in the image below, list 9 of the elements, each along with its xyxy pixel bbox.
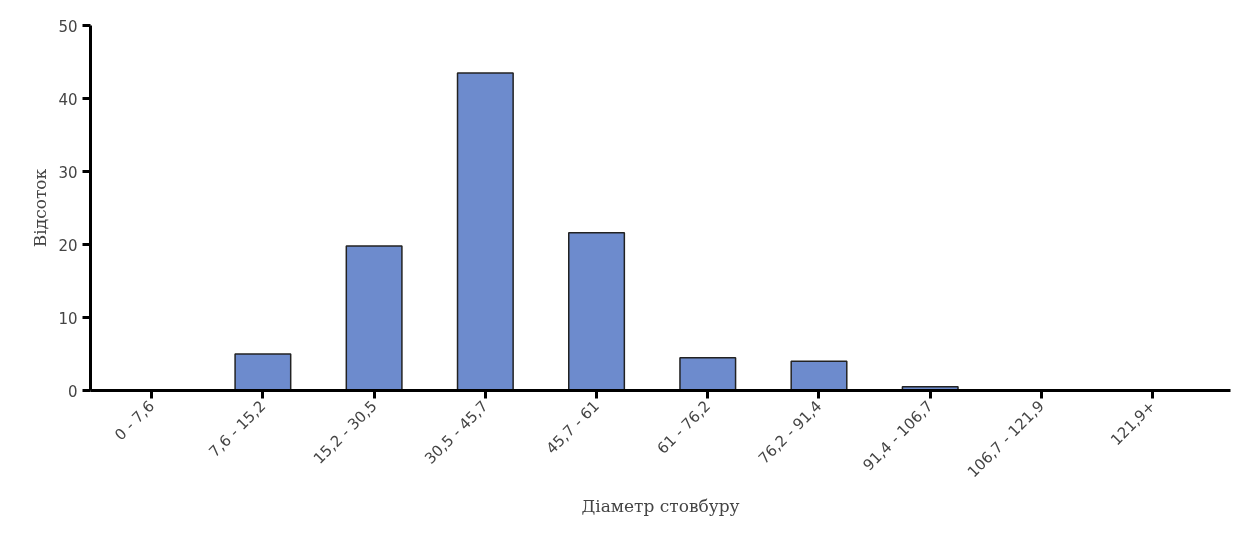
y-tick-label: 0 bbox=[67, 382, 78, 401]
y-tick-label: 50 bbox=[58, 17, 78, 36]
x-axis-title: Діаметр стовбуру bbox=[581, 495, 740, 516]
y-tick-label: 40 bbox=[58, 90, 78, 109]
y-tick-label: 20 bbox=[58, 236, 78, 255]
x-tick-label: 0 - 7,6 bbox=[111, 397, 159, 445]
y-axis-title: Відсоток bbox=[30, 168, 51, 248]
y-tick-label: 30 bbox=[58, 163, 78, 182]
y-tick-label: 10 bbox=[58, 309, 78, 328]
